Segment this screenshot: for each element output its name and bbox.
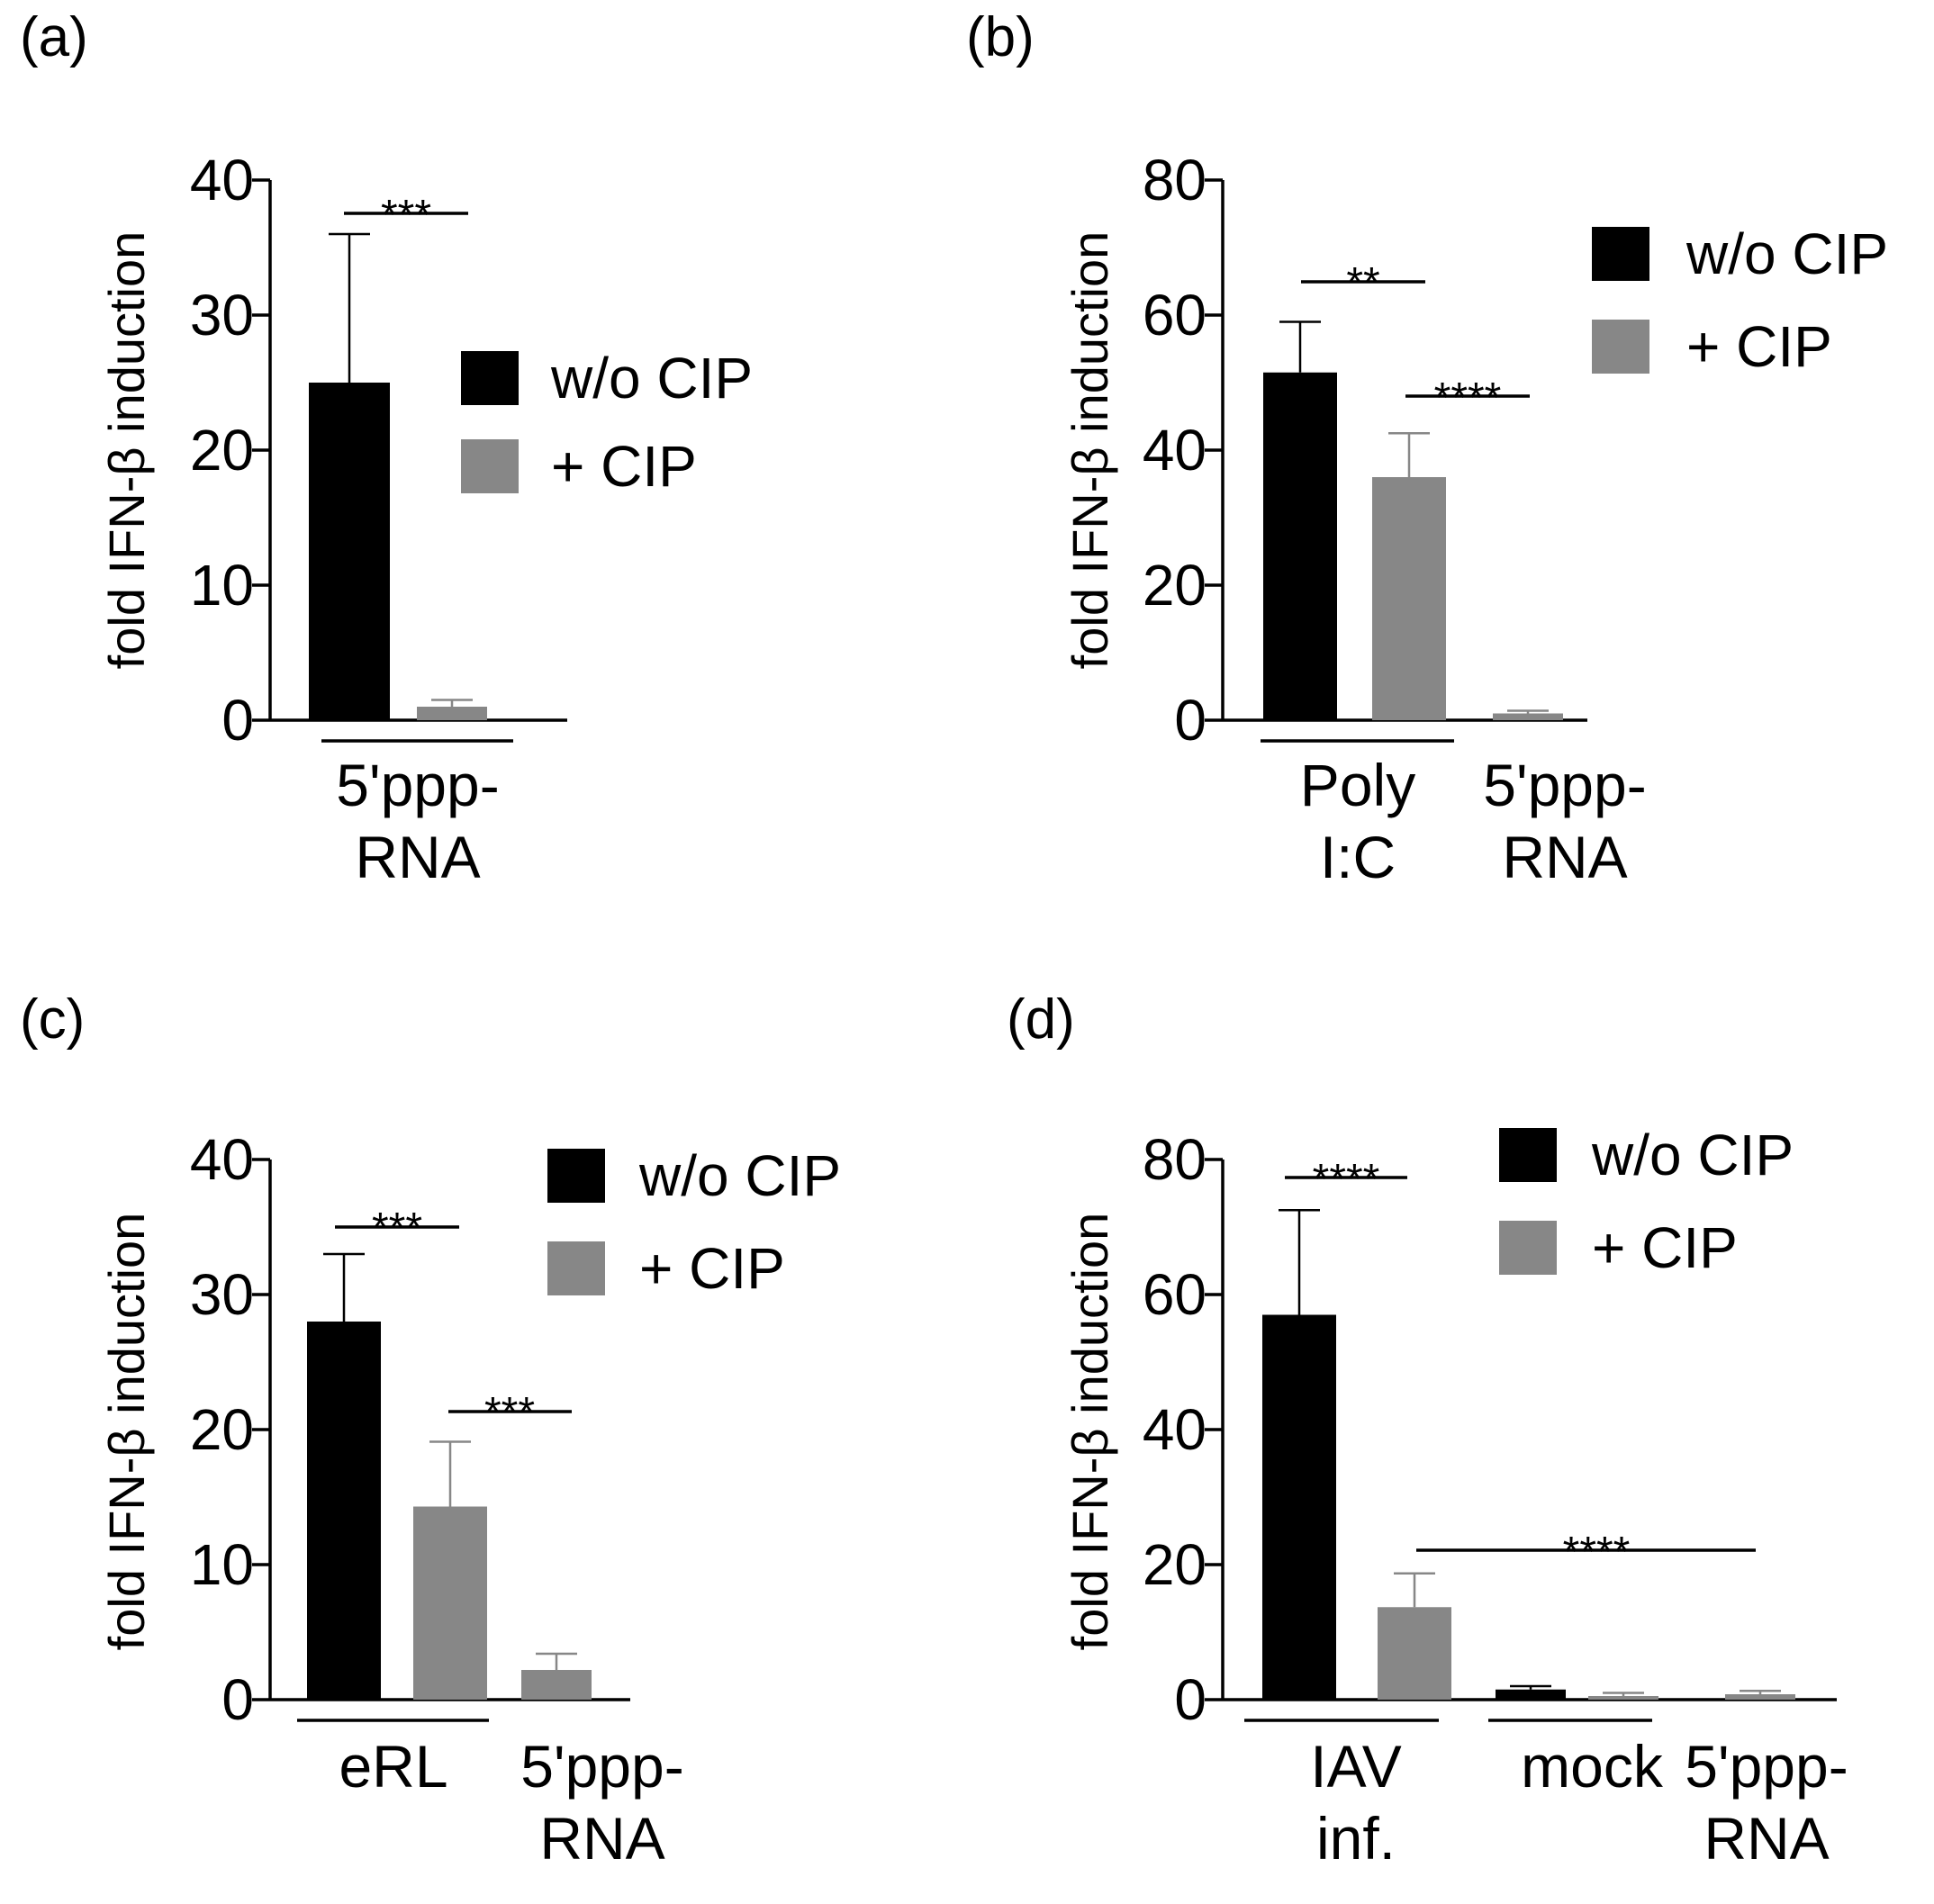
- y-axis-label: fold IFN-β induction: [1062, 231, 1118, 670]
- significance-label: ****: [1434, 374, 1502, 422]
- y-tick-label: 10: [190, 553, 254, 618]
- significance-label: ***: [381, 192, 431, 239]
- y-tick-label: 40: [190, 148, 254, 212]
- y-tick-label: 60: [1143, 283, 1206, 347]
- panel-label: (a): [20, 6, 88, 68]
- group-label: eRL: [339, 1733, 447, 1800]
- group-label: RNA: [1704, 1805, 1829, 1872]
- y-tick-label: 20: [190, 1397, 254, 1462]
- y-tick-label: 40: [1143, 418, 1206, 483]
- group-label: I:C: [1320, 824, 1396, 890]
- bar: [1725, 1694, 1795, 1700]
- y-tick-label: 0: [221, 688, 254, 753]
- significance-label: ****: [1563, 1529, 1631, 1576]
- legend-swatch: [1592, 320, 1649, 374]
- group-label: IAV: [1310, 1733, 1401, 1800]
- panel-label: (c): [20, 988, 85, 1051]
- legend-label: w/o CIP: [1591, 1123, 1794, 1187]
- y-tick-label: 20: [1143, 553, 1206, 618]
- significance-label: ****: [1313, 1156, 1380, 1204]
- bar: [1493, 713, 1563, 720]
- bar: [1378, 1607, 1451, 1700]
- legend-label: + CIP: [1592, 1215, 1738, 1280]
- bar: [307, 1322, 381, 1700]
- y-tick-label: 80: [1143, 1127, 1206, 1192]
- group-label: 5'ppp-: [336, 752, 499, 818]
- group-label: 5'ppp-: [520, 1733, 683, 1800]
- y-tick-label: 40: [1143, 1397, 1206, 1462]
- y-axis-label: fold IFN-β induction: [98, 231, 155, 670]
- bar: [521, 1670, 592, 1700]
- group-label: RNA: [355, 824, 480, 890]
- bar: [1262, 1314, 1336, 1700]
- y-tick-label: 0: [221, 1667, 254, 1732]
- group-label: RNA: [1502, 824, 1627, 890]
- legend-label: + CIP: [1686, 314, 1832, 379]
- y-tick-label: 40: [190, 1127, 254, 1192]
- panel-a: (a) 0 10 20 30 40 fold IFN-β induction 5'ppp-RN…: [20, 6, 753, 890]
- group-label: inf.: [1316, 1805, 1396, 1872]
- y-axis-label: fold IFN-β induction: [1062, 1213, 1118, 1651]
- y-tick-label: 0: [1174, 688, 1206, 753]
- y-tick-label: 20: [1143, 1532, 1206, 1597]
- y-tick-label: 30: [190, 1262, 254, 1327]
- group-label: 5'ppp-: [1685, 1733, 1848, 1800]
- panel-label: (d): [1007, 988, 1075, 1051]
- legend-swatch: [547, 1241, 605, 1295]
- bar: [413, 1506, 487, 1700]
- bar: [1372, 477, 1446, 720]
- bar: [1496, 1689, 1566, 1700]
- legend-swatch: [461, 439, 519, 493]
- legend-swatch: [1592, 227, 1649, 281]
- legend-swatch: [1499, 1221, 1557, 1275]
- group-label: 5'ppp-: [1483, 752, 1646, 818]
- legend-label: + CIP: [639, 1236, 785, 1301]
- legend-swatch: [547, 1149, 605, 1203]
- bar: [417, 707, 487, 720]
- legend-label: w/o CIP: [638, 1143, 841, 1208]
- legend-label: w/o CIP: [550, 346, 753, 411]
- y-tick-label: 30: [190, 283, 254, 347]
- group-label: RNA: [539, 1805, 664, 1872]
- legend-swatch: [1499, 1128, 1557, 1182]
- legend-label: + CIP: [551, 434, 697, 499]
- bar: [1263, 372, 1337, 720]
- y-axis-label: fold IFN-β induction: [98, 1213, 155, 1651]
- group-label: mock: [1521, 1733, 1664, 1800]
- group-label: Poly: [1300, 752, 1415, 818]
- legend-label: w/o CIP: [1685, 221, 1888, 286]
- y-tick-label: 0: [1174, 1667, 1206, 1732]
- significance-label: ***: [372, 1205, 422, 1252]
- significance-label: ***: [484, 1389, 535, 1437]
- significance-label: **: [1346, 259, 1379, 307]
- bar: [1588, 1696, 1658, 1700]
- y-tick-label: 10: [190, 1532, 254, 1597]
- bar: [309, 383, 390, 720]
- y-tick-label: 80: [1143, 148, 1206, 212]
- panel-c: (c) 0 10 20 30 40 fold IFN-β induction eRL 5'ppp…: [20, 988, 841, 1872]
- panel-label: (b): [966, 6, 1035, 68]
- y-tick-label: 20: [190, 418, 254, 483]
- legend-swatch: [461, 351, 519, 405]
- y-tick-label: 60: [1143, 1262, 1206, 1327]
